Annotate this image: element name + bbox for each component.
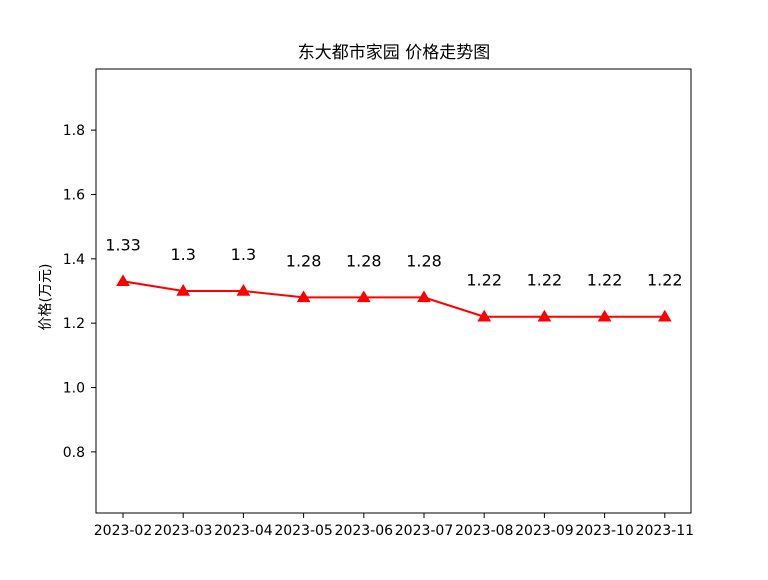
chart-title: 东大都市家园 价格走势图 (298, 43, 490, 63)
data-point-label: 1.22 (587, 271, 623, 290)
data-point-label: 1.3 (170, 245, 195, 264)
x-tick-label: 2023-02 (94, 523, 153, 539)
x-tick-label: 2023-04 (214, 523, 273, 539)
y-tick-label: 0.8 (63, 445, 85, 461)
x-tick-label: 2023-08 (455, 523, 514, 539)
x-tick-label: 2023-06 (335, 523, 394, 539)
x-tick-label: 2023-11 (636, 523, 695, 539)
data-point-marker (236, 284, 251, 296)
data-point-label: 1.3 (231, 245, 256, 264)
data-labels: 1.33 1.3 1.3 1.28 1.28 1.28 1.22 1.22 1.22 1.22 (105, 235, 682, 289)
y-tick-label: 1.8 (63, 123, 85, 139)
data-point-label: 1.22 (466, 271, 502, 290)
data-point-marker (176, 284, 191, 296)
data-point-label: 1.33 (105, 235, 141, 254)
x-tick-label: 2023-09 (515, 523, 574, 539)
series-markers (116, 274, 672, 322)
data-point-marker (657, 309, 672, 322)
y-tick-label: 1.0 (63, 381, 85, 397)
y-tick-label: 1.6 (63, 187, 85, 203)
x-axis-ticks: 2023-02 2023-03 2023-04 2023-05 2023-06 2023-… (94, 513, 694, 539)
plot-area-frame (95, 68, 692, 514)
series-line-price (122, 280, 665, 318)
x-tick-label: 2023-03 (154, 523, 213, 539)
data-point-marker (356, 290, 371, 303)
x-tick-label: 2023-05 (274, 523, 333, 539)
data-point-marker (116, 274, 130, 287)
data-point-label: 1.28 (346, 251, 382, 270)
data-point-label: 1.28 (406, 251, 442, 270)
data-point-label: 1.22 (647, 271, 683, 290)
x-tick-label: 2023-10 (575, 523, 634, 539)
data-point-marker (597, 309, 612, 322)
data-point-marker (537, 309, 552, 322)
x-tick-label: 2023-07 (395, 523, 454, 539)
data-point-label: 1.28 (286, 251, 322, 270)
y-tick-label: 1.4 (63, 252, 85, 268)
data-point-marker (296, 290, 311, 303)
data-point-marker (417, 290, 431, 303)
y-axis-ticks: 0.8 1.0 1.2 1.4 1.6 1.8 (63, 123, 96, 461)
data-point-marker (477, 309, 492, 322)
y-axis-label: 价格(万元) (38, 264, 54, 331)
y-tick-label: 1.2 (63, 316, 85, 332)
data-point-label: 1.22 (527, 271, 563, 290)
